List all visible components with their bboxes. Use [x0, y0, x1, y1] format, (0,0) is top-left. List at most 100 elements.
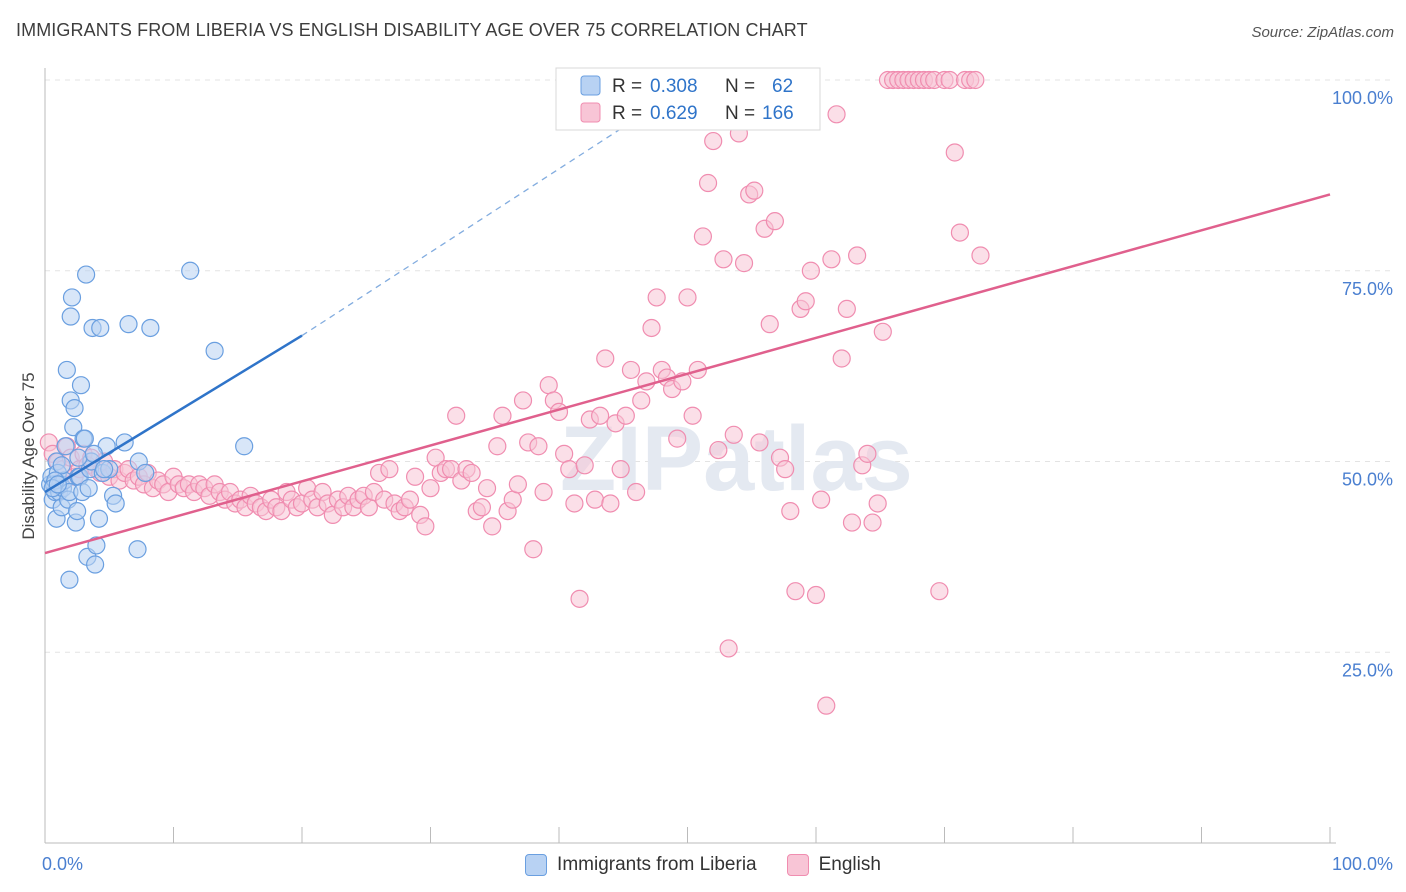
chart-source: Source: ZipAtlas.com: [1251, 24, 1394, 41]
liberia-point-52: [205, 341, 224, 360]
english-point-184: [971, 246, 990, 265]
english-point-90: [488, 437, 507, 456]
english-point-115: [616, 406, 635, 425]
english-point-178: [940, 70, 959, 90]
english-point-116: [621, 360, 641, 380]
english-point-125: [668, 429, 687, 448]
y-tick-label-3: 100.0%: [1332, 88, 1393, 108]
liberia-point-20: [64, 418, 83, 437]
legend-label-liberia: Immigrants from Liberia: [557, 854, 757, 875]
english-point-165: [873, 322, 892, 341]
english-point-103: [555, 444, 574, 463]
legend-swatch-series2: [580, 102, 601, 123]
liberia-point-36: [86, 555, 105, 574]
liberia-point-30: [77, 265, 96, 284]
legend-swatch-english: [786, 854, 809, 876]
english-point-106: [570, 589, 589, 608]
english-point-160: [848, 246, 867, 265]
liberia-point-59: [95, 460, 114, 479]
english-point-133: [709, 440, 728, 460]
english-point-121: [647, 288, 666, 307]
english-point-77: [421, 479, 440, 498]
english-point-120: [642, 318, 661, 338]
liberia-point-32: [79, 479, 98, 498]
english-point-183: [966, 70, 985, 90]
legend-item-liberia[interactable]: Immigrants from Liberia: [525, 854, 757, 876]
english-point-82: [447, 406, 466, 425]
english-point-111: [596, 349, 615, 368]
trend-line-liberia-extension: [301, 109, 650, 337]
chart-title: IMMIGRANTS FROM LIBERIA VS ENGLISH DISAB…: [16, 20, 808, 40]
english-point-157: [832, 349, 851, 368]
english-point-135: [719, 639, 738, 658]
english-point-100: [539, 376, 558, 395]
english-point-88: [477, 479, 497, 498]
liberia-point-23: [68, 501, 87, 521]
legend-n-label-2: N =: [725, 103, 755, 124]
trend-line-english: [44, 193, 1331, 555]
tick-labels: 25.0% 50.0% 75.0% 100.0% 0.0% 100.0%: [42, 88, 1393, 874]
english-point-87: [472, 498, 491, 517]
english-point-163: [863, 513, 882, 532]
english-point-69: [380, 460, 399, 479]
english-point-130: [693, 227, 713, 246]
x-tick-label-0: 0.0%: [42, 854, 83, 874]
liberia-point-55: [52, 456, 71, 475]
english-point-151: [801, 261, 820, 280]
y-tick-label-2: 75.0%: [1342, 279, 1393, 299]
english-point-179: [945, 143, 964, 162]
english-point-104: [560, 460, 579, 479]
legend-n-value-1: 62: [772, 76, 793, 97]
english-point-162: [858, 444, 877, 463]
english-point-98: [529, 437, 548, 456]
english-point-97: [524, 540, 543, 559]
x-tick-label-1: 100.0%: [1332, 854, 1393, 874]
english-point-107: [575, 456, 594, 475]
y-tick-label-0: 25.0%: [1342, 660, 1393, 680]
y-axis-label: Disability Age Over 75: [19, 372, 38, 539]
liberia-point-51: [181, 261, 200, 280]
english-point-134: [714, 250, 733, 269]
legend-r-value-1: 0.308: [650, 76, 698, 97]
liberia-point-18: [61, 307, 80, 326]
liberia-point-44: [106, 494, 125, 513]
english-point-147: [781, 501, 800, 521]
english-point-95: [513, 391, 533, 410]
english-point-155: [822, 250, 841, 269]
english-point-118: [632, 391, 651, 410]
english-point-148: [786, 582, 805, 601]
y-tick-label-1: 50.0%: [1342, 470, 1393, 490]
english-point-141: [750, 433, 769, 452]
english-point-93: [503, 490, 522, 509]
legend-item-english[interactable]: English: [786, 854, 881, 876]
english-point-94: [508, 475, 527, 494]
liberia-point-50: [141, 318, 160, 338]
liberia-point-54: [60, 570, 79, 589]
series-english: [39, 70, 990, 715]
trend-lines: [44, 109, 1331, 555]
english-point-89: [483, 517, 502, 536]
english-point-76: [416, 517, 435, 536]
liberia-point-57: [69, 448, 88, 467]
english-point-128: [683, 406, 702, 425]
english-point-180: [950, 223, 970, 242]
liberia-point-39: [91, 318, 110, 338]
legend-r-value-2: 0.629: [650, 103, 698, 124]
english-point-114: [611, 460, 630, 479]
liberia-point-29: [75, 429, 94, 448]
liberia-point-19: [62, 288, 82, 307]
english-point-112: [601, 494, 620, 513]
legend-label-english: English: [818, 854, 881, 875]
english-point-154: [817, 696, 836, 715]
legend-n-label-1: N =: [725, 76, 755, 97]
english-point-150: [796, 292, 815, 311]
english-point-156: [827, 105, 846, 124]
legend-swatch-liberia: [525, 854, 548, 876]
english-point-153: [812, 490, 831, 509]
english-point-176: [930, 582, 949, 601]
english-point-136: [724, 425, 743, 444]
english-point-144: [765, 212, 784, 231]
liberia-point-26: [71, 376, 91, 395]
grid-lines: [45, 79, 1395, 653]
